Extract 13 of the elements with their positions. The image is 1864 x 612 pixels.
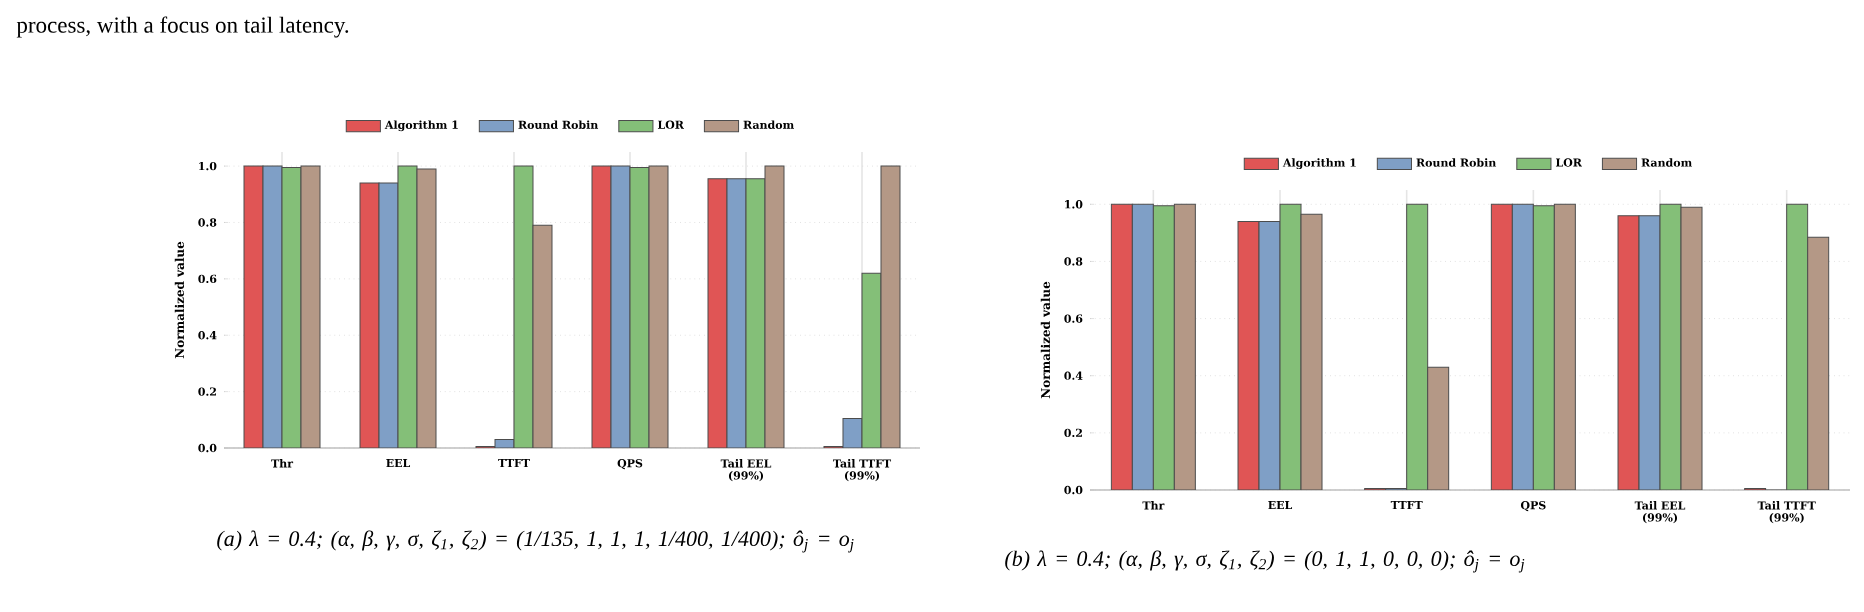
bar [1638,215,1661,490]
bar [1300,213,1323,490]
bar [1427,366,1450,490]
text: (a) λ = 0.4; (α, β, γ, σ, ζ$_{1}$, ζ$_{2}$) = (1/135, 1, 1, 1, 1/400, 1/400); ô$_{j}$ = o$_{j}$ [217,530,854,553]
bar [1680,206,1703,490]
bar [1511,203,1534,490]
bar [1173,203,1196,490]
bar [1258,220,1281,490]
bar [1131,203,1154,490]
text: (b) λ = 0.4; (α, β, γ, σ, ζ$_{1}$, ζ$_{2}$) = (0, 1, 1, 0, 0, 0); ô$_{j}$ = o$_{j}$ [1005,550,1525,573]
bar [1807,236,1830,490]
text: process, with a focus on tail latency. [16,16,349,38]
bar [1553,203,1576,490]
